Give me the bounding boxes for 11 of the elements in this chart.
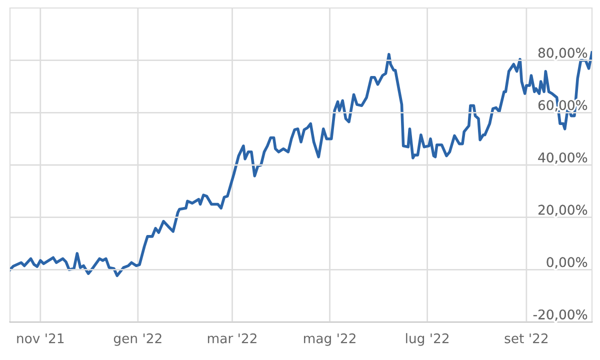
x-tick-label: lug '22 <box>406 333 448 346</box>
x-tick-label: gen '22 <box>114 333 162 346</box>
x-tick-label: set '22 <box>504 333 548 344</box>
y-tick-label: 80,00% <box>538 48 588 60</box>
x-tick-label: mar '22 <box>208 333 256 344</box>
y-tick-label: 40,00% <box>538 152 588 164</box>
x-tick-label: nov '21 <box>17 333 64 344</box>
y-tick-label: 0,00% <box>546 257 588 268</box>
y-tick-label: -20,00% <box>533 309 588 321</box>
y-tick-label: 20,00% <box>538 204 588 216</box>
x-tick-label: mag '22 <box>304 333 356 346</box>
